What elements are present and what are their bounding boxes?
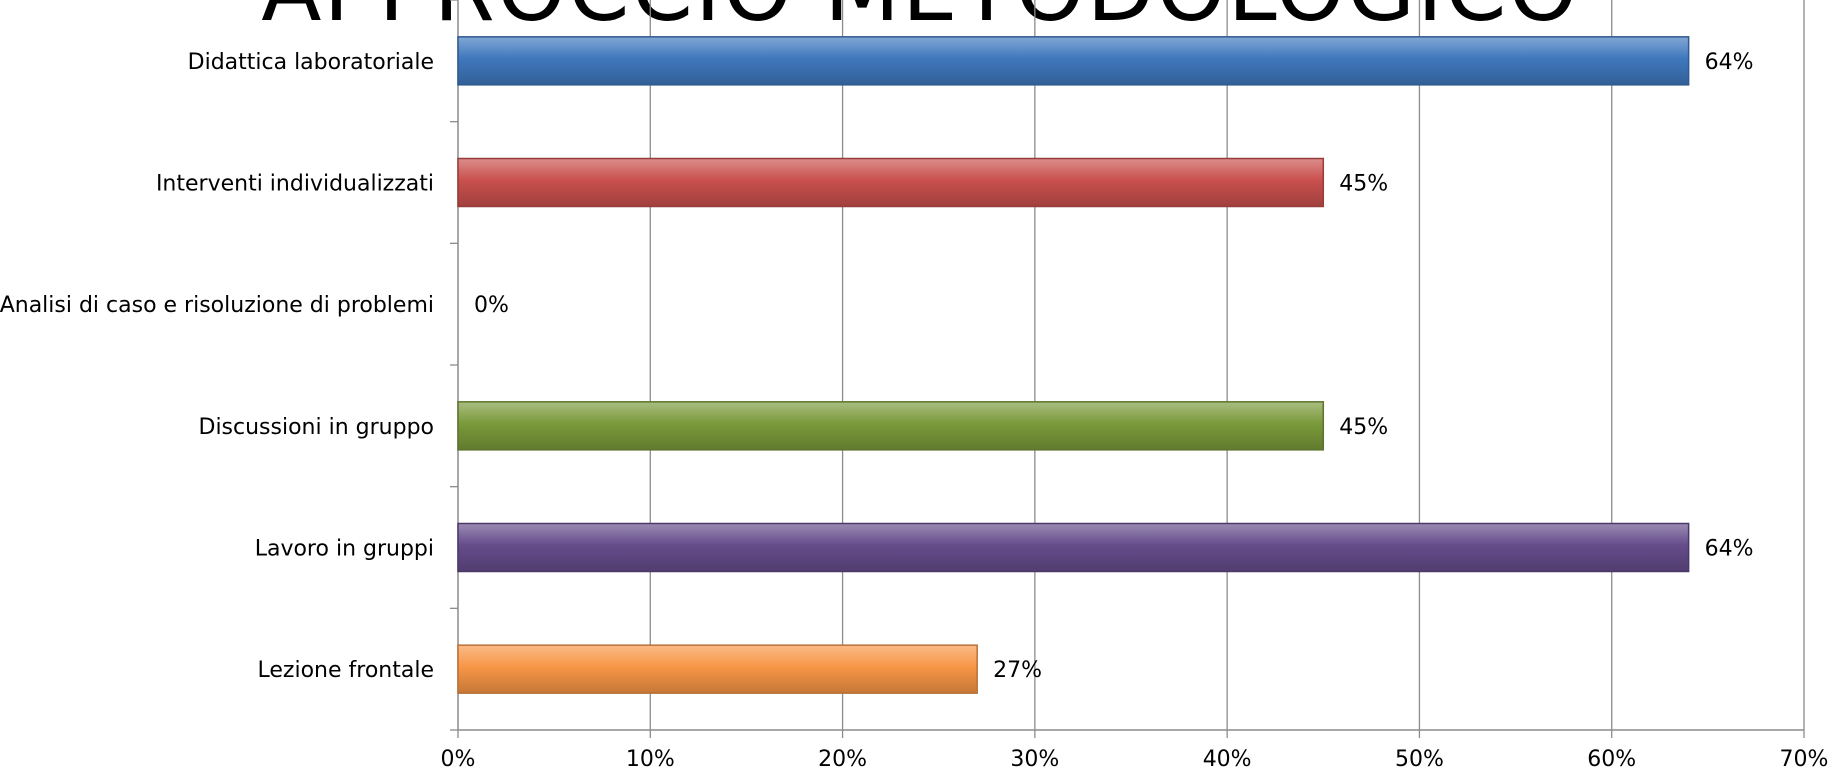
x-tick-label: 40% xyxy=(1203,747,1252,772)
category-label: Discussioni in gruppo xyxy=(199,415,435,440)
data-label: 64% xyxy=(1705,537,1754,562)
category-label: Analisi di caso e risoluzione di problem… xyxy=(0,293,434,318)
x-tick-label: 20% xyxy=(818,747,867,772)
x-tick-label: 0% xyxy=(441,747,476,772)
bar xyxy=(457,157,1325,208)
axes: 0% 10% 20% 30% 40% 50% 60% 70% xyxy=(441,0,1829,772)
data-label: 45% xyxy=(1339,172,1388,197)
category-label: Lezione frontale xyxy=(258,658,434,683)
bar xyxy=(457,36,1690,86)
category-label: Didattica laboratoriale xyxy=(188,50,434,75)
labels: Didattica laboratoriale 64% Interventi ind… xyxy=(0,50,1754,683)
bar xyxy=(457,522,1690,573)
bar xyxy=(457,401,1325,451)
data-label: 45% xyxy=(1339,415,1388,440)
category-label: Lavoro in gruppi xyxy=(255,537,434,562)
x-tick-label: 10% xyxy=(626,747,675,772)
bar xyxy=(457,644,978,694)
x-tick-label: 30% xyxy=(1010,747,1059,772)
x-tick-label: 60% xyxy=(1587,747,1636,772)
grid-lines xyxy=(649,0,1805,730)
data-label: 0% xyxy=(474,293,509,318)
data-label: 64% xyxy=(1705,50,1754,75)
category-label: Interventi individualizzati xyxy=(156,172,434,197)
x-tick-label: 50% xyxy=(1395,747,1444,772)
data-label: 27% xyxy=(993,658,1042,683)
bars xyxy=(457,36,1690,694)
chart-title: APPROCCIO METODOLOGICO xyxy=(0,0,1841,41)
x-tick-label: 70% xyxy=(1780,747,1829,772)
